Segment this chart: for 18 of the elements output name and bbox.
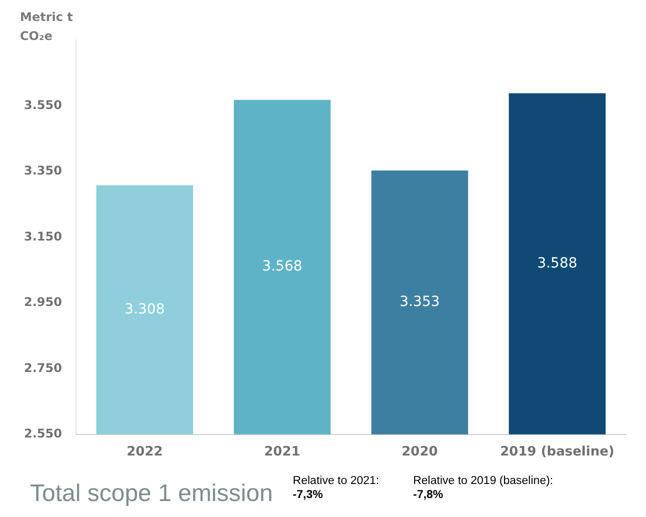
- x-tick-label: 2021: [264, 444, 300, 460]
- data-label: 3.308: [124, 301, 165, 318]
- y-tick-label: 3.150: [24, 229, 62, 244]
- y-tick-label: 3.350: [24, 164, 62, 178]
- y-tick-label: 2.750: [24, 360, 62, 375]
- text: Relative to 2021: -7,3%: [292, 474, 380, 502]
- y-tick-label: 3.550: [24, 98, 62, 112]
- x-tick-label: 2019 (baseline): [500, 444, 614, 460]
- x-tick-label: 2020: [402, 444, 438, 460]
- data-label: 3.588: [537, 255, 578, 272]
- y-axis-title: Metric t CO₂e: [20, 9, 74, 45]
- text: Relative to 2019 (baseline): -7,8%: [413, 474, 554, 502]
- y-tick-label: 2.550: [24, 426, 62, 441]
- data-label: 3.568: [262, 258, 302, 275]
- data-label: 3.353: [400, 294, 440, 310]
- text: Total scope 1 emission: [30, 480, 273, 508]
- x-tick-label: 2022: [126, 444, 163, 460]
- y-tick-label: 2.950: [24, 295, 62, 310]
